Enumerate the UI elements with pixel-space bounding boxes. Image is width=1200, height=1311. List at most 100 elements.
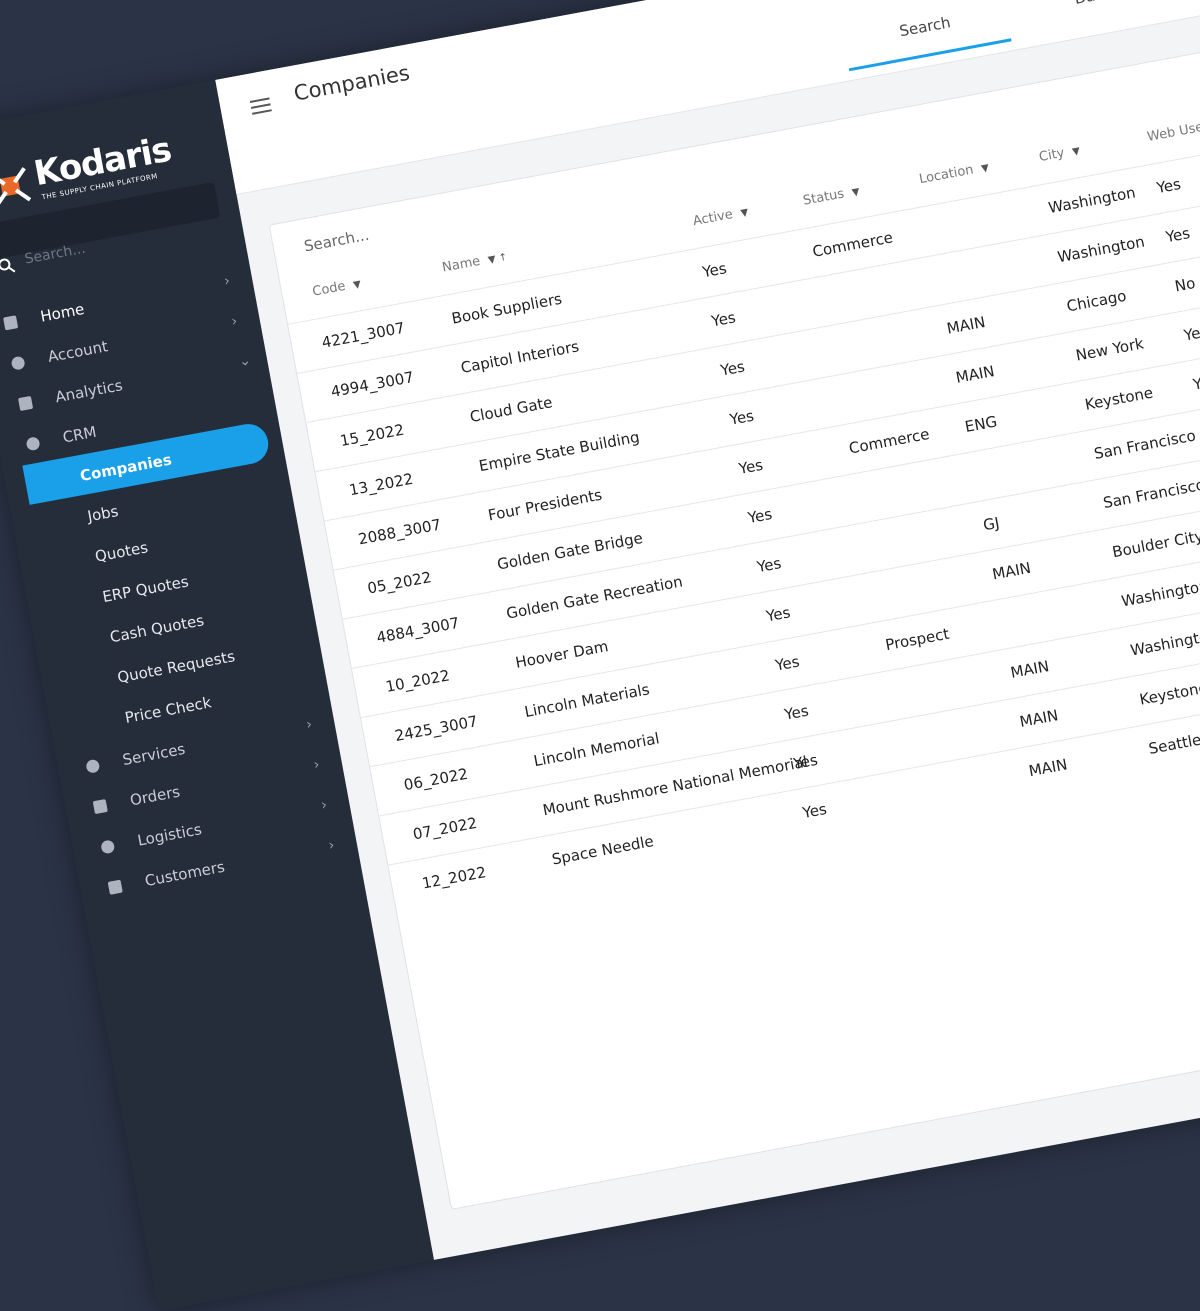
sort-icon: ▼ bbox=[851, 186, 861, 199]
page-title: Companies bbox=[291, 60, 412, 106]
table-cell: Lincoln Memorial bbox=[532, 729, 661, 771]
nav-label: Home bbox=[38, 299, 86, 326]
chevron: › bbox=[327, 837, 336, 854]
nav-label: Jobs bbox=[86, 502, 120, 526]
table-cell: Washington bbox=[1119, 576, 1200, 611]
table-cell: 05_2022 bbox=[365, 568, 433, 598]
nav-label: Analytics bbox=[53, 376, 125, 407]
nav-label: Companies bbox=[78, 450, 174, 486]
table-cell: Yes bbox=[755, 554, 783, 577]
sort-icon: ▼ bbox=[352, 278, 362, 292]
table-cell: 15_2022 bbox=[338, 420, 406, 451]
column-header[interactable]: Active ▼ bbox=[691, 207, 750, 230]
header: Companies Search Data bbox=[215, 0, 1200, 196]
table-cell: Book Suppliers bbox=[450, 289, 564, 328]
column-header[interactable]: Name ▼ ↑ bbox=[441, 251, 509, 276]
table-card: Search... Code ▼ Name ▼ ↑ Active ▼ Status ▼ Loca… bbox=[268, 9, 1200, 1210]
sort-icon: ▼ ↑ bbox=[487, 251, 509, 267]
nav-label: Quotes bbox=[93, 538, 150, 566]
table-cell: Capitol Interiors bbox=[459, 337, 581, 377]
table-cell: Yes bbox=[700, 259, 728, 282]
table-cell: Commerce bbox=[811, 228, 895, 261]
table-cell: Yes bbox=[719, 357, 747, 380]
nav-icon bbox=[107, 879, 123, 895]
table-cell: Yes bbox=[737, 455, 765, 478]
table-cell: Washington bbox=[1056, 232, 1147, 267]
table-cell: MAIN bbox=[1018, 706, 1060, 731]
nav-label: Account bbox=[46, 337, 110, 366]
table-cell: Yes bbox=[764, 603, 792, 626]
table-search[interactable]: Search... bbox=[302, 225, 371, 256]
main: Companies Search Data Search... Code▼ Nam… bbox=[215, 0, 1200, 1260]
table-cell: MAIN bbox=[945, 312, 987, 338]
column-header[interactable]: City ▼ bbox=[1037, 145, 1081, 165]
table-cell: ENG bbox=[963, 412, 999, 436]
table-cell: MAIN bbox=[1027, 755, 1069, 781]
table-cell: Washington bbox=[1129, 625, 1200, 660]
table-cell: Seattle bbox=[1147, 730, 1200, 758]
sort-icon: ▼ bbox=[1071, 145, 1081, 158]
table-cell: Cloud Gate bbox=[468, 393, 554, 427]
table-cell: MAIN bbox=[954, 362, 996, 387]
table-cell: Four Presidents bbox=[486, 485, 604, 525]
table-cell: Yes bbox=[728, 406, 756, 429]
nav-icon bbox=[10, 355, 26, 371]
table-cell: Commerce bbox=[847, 424, 931, 458]
nav-icon bbox=[18, 395, 34, 412]
table-cell: Yes bbox=[1155, 174, 1183, 198]
table-cell: 4994_3007 bbox=[329, 367, 416, 401]
chevron: › bbox=[230, 313, 239, 330]
sort-icon: ▼ bbox=[980, 162, 990, 175]
column-header[interactable]: Code ▼ bbox=[311, 278, 362, 300]
table-cell: Washington bbox=[1047, 183, 1137, 218]
nav-label: Logistics bbox=[136, 820, 204, 850]
chevron: › bbox=[312, 756, 321, 774]
nav-label: ERP Quotes bbox=[101, 572, 190, 607]
table-cell: MAIN bbox=[990, 558, 1033, 584]
search-box[interactable] bbox=[0, 181, 221, 260]
table-cell: Boulder City bbox=[1110, 526, 1200, 562]
nav-icon bbox=[100, 839, 116, 855]
table-cell: 06_2022 bbox=[402, 764, 470, 795]
tab[interactable]: Search bbox=[842, 2, 1012, 72]
table-cell: 4884_3007 bbox=[375, 613, 461, 647]
chevron: › bbox=[304, 716, 314, 734]
table-cell: Hoover Dam bbox=[513, 637, 610, 672]
logo-icon bbox=[0, 167, 32, 208]
table-cell: Yes bbox=[1182, 322, 1200, 345]
nav-label: Services bbox=[121, 739, 187, 770]
tab[interactable]: Data bbox=[1009, 0, 1178, 37]
search-icon bbox=[0, 258, 16, 273]
column-header[interactable]: Status ▼ bbox=[801, 186, 861, 209]
chevron: › bbox=[222, 272, 232, 290]
table-cell: Yes bbox=[773, 652, 801, 675]
table-cell: Lincoln Materials bbox=[523, 680, 651, 722]
table-cell: New York bbox=[1074, 334, 1146, 365]
nav-label: Customers bbox=[143, 857, 227, 891]
table-cell: 12_2022 bbox=[420, 863, 488, 893]
table-cell: Yes bbox=[792, 750, 820, 773]
sort-icon: ▼ bbox=[739, 207, 750, 220]
table-cell: Yes bbox=[746, 504, 774, 528]
column-header[interactable]: Location ▼ bbox=[917, 162, 990, 188]
nav-icon bbox=[3, 315, 19, 331]
table-cell: Yes bbox=[1191, 371, 1200, 394]
table-cell: San Francisco bbox=[1092, 426, 1198, 463]
nav-list: Home › Account › Analytics ⌄ CRM Companies Jobs Q… bbox=[0, 80, 336, 895]
column-header[interactable]: Web User bbox=[1146, 118, 1200, 145]
table-cell: 13_2022 bbox=[347, 469, 415, 500]
table-cell: 2088_3007 bbox=[356, 515, 443, 549]
nav-icon bbox=[25, 436, 41, 452]
nav-label: Price Check bbox=[123, 693, 213, 727]
table-cell: Yes bbox=[782, 701, 810, 724]
menu-icon[interactable] bbox=[249, 96, 273, 115]
nav-label: Orders bbox=[128, 782, 182, 810]
nav-label: Cash Quotes bbox=[108, 611, 206, 647]
table-cell: Yes bbox=[710, 308, 738, 331]
table-cell: Prospect bbox=[883, 624, 951, 655]
table-cell: Yes bbox=[1164, 224, 1192, 247]
table-cell: Keystone bbox=[1083, 383, 1155, 414]
table-cell: Chicago bbox=[1065, 286, 1128, 316]
table-cell: 4221_3007 bbox=[320, 318, 407, 352]
